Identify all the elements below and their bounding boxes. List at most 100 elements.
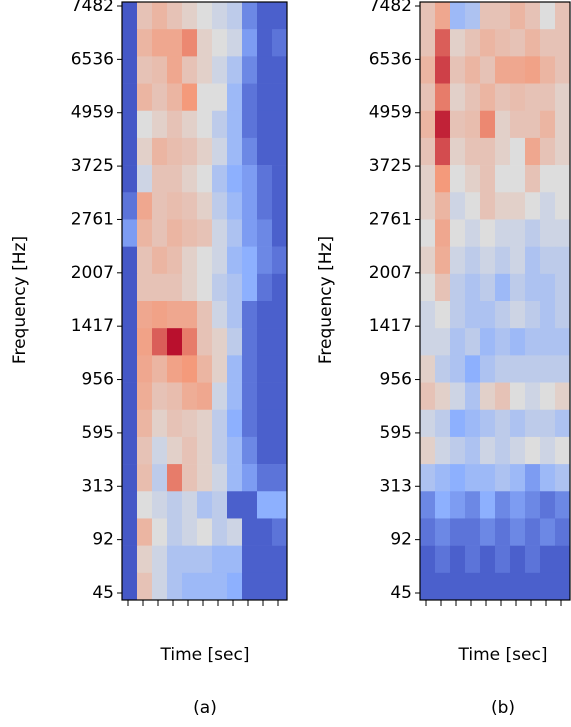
heatmap-cell — [152, 246, 168, 275]
heatmap-cell — [495, 464, 511, 492]
heatmap-cell — [242, 328, 258, 356]
heatmap-cell — [212, 83, 228, 112]
heatmap-cell — [257, 328, 273, 356]
heatmap-cell — [540, 56, 556, 84]
heatmap-cell — [257, 246, 273, 275]
heatmap-cell — [122, 29, 138, 57]
heatmap-cell — [122, 355, 138, 383]
heatmap-cell — [450, 2, 466, 30]
heatmap-cell — [197, 2, 213, 30]
heatmap-cell — [450, 436, 466, 465]
heatmap-cell — [450, 409, 466, 438]
heatmap-cell — [272, 165, 288, 193]
heatmap-cell — [137, 382, 153, 411]
heatmap-cell — [167, 545, 183, 574]
heatmap-cell — [197, 464, 213, 492]
heatmap-cell — [137, 219, 153, 247]
heatmap-cell — [450, 355, 466, 383]
heatmap-cell — [510, 2, 526, 30]
heatmap-cell — [480, 382, 496, 411]
heatmap-cell — [167, 137, 183, 166]
heatmap-cell — [167, 464, 183, 492]
heatmap-cell — [525, 572, 541, 601]
heatmap-cell — [182, 137, 198, 166]
heatmap-cell — [555, 219, 571, 247]
heatmap-cell — [510, 137, 526, 166]
heatmap-cell — [272, 110, 288, 139]
heatmap-cell — [122, 56, 138, 84]
heatmap-cell — [540, 328, 556, 356]
heatmap-cell — [525, 382, 541, 411]
heatmap-cell — [272, 2, 288, 30]
heatmap-cell — [495, 382, 511, 411]
heatmap-cell — [465, 29, 481, 57]
heatmap-cell — [450, 56, 466, 84]
plot-frame — [419, 1, 571, 601]
heatmap-cell — [495, 246, 511, 275]
y-tick-label: 92 — [390, 530, 412, 550]
heatmap-cell — [480, 2, 496, 30]
heatmap-cell — [197, 328, 213, 356]
heatmap-cell — [465, 192, 481, 220]
heatmap-cell — [420, 436, 436, 465]
heatmap-cell — [242, 409, 258, 438]
heatmap-cell — [272, 518, 288, 546]
heatmap-cell — [197, 165, 213, 193]
heatmap-cell — [435, 219, 451, 247]
heatmap-cell — [167, 491, 183, 519]
heatmap-cell — [137, 572, 153, 601]
heatmap-cell — [480, 464, 496, 492]
heatmap-cell — [525, 545, 541, 574]
y-tick-label: 4959 — [71, 103, 114, 123]
heatmap-cell — [525, 328, 541, 356]
heatmap-cell — [450, 545, 466, 574]
heatmap-cell — [167, 273, 183, 302]
heatmap-cell — [450, 572, 466, 601]
heatmap-cell — [257, 545, 273, 574]
heatmap-cell — [540, 464, 556, 492]
heatmap-cell — [555, 273, 571, 302]
heatmap-cell — [272, 83, 288, 112]
heatmap-cell — [435, 545, 451, 574]
heatmap-cell — [137, 545, 153, 574]
heatmap-cell — [540, 491, 556, 519]
heatmap-cell — [510, 246, 526, 275]
heatmap-cell — [257, 436, 273, 465]
heatmap-cell — [152, 464, 168, 492]
heatmap-cell — [420, 246, 436, 275]
heatmap-cell — [555, 355, 571, 383]
heatmap-cell — [152, 192, 168, 220]
heatmap-cell — [420, 545, 436, 574]
heatmap-cell — [197, 491, 213, 519]
heatmap-cell — [495, 56, 511, 84]
heatmap-cell — [182, 436, 198, 465]
heatmap-cell — [435, 29, 451, 57]
heatmap-cell — [272, 355, 288, 383]
heatmap-cell — [167, 192, 183, 220]
heatmap-cell — [510, 355, 526, 383]
heatmap-cell — [182, 409, 198, 438]
heatmap-cell — [272, 246, 288, 275]
heatmap-cell — [122, 382, 138, 411]
heatmap-cell — [435, 83, 451, 112]
heatmap-cell — [152, 273, 168, 302]
heatmap-cell — [152, 2, 168, 30]
heatmap-cell — [272, 464, 288, 492]
heatmap-cell — [435, 301, 451, 329]
y-tick-label: 7482 — [369, 0, 412, 16]
heatmap-cell — [242, 56, 258, 84]
heatmap-cell — [435, 110, 451, 139]
heatmap-cell — [465, 382, 481, 411]
heatmap-cell — [122, 273, 138, 302]
heatmap-cell — [227, 328, 243, 356]
heatmap-cell — [227, 137, 243, 166]
y-tick-label: 2761 — [71, 209, 114, 229]
heatmap-cell — [525, 301, 541, 329]
heatmap-cell — [167, 246, 183, 275]
heatmap-cell — [272, 572, 288, 601]
heatmap-cell — [242, 137, 258, 166]
heatmap-cell — [555, 110, 571, 139]
heatmap-cell — [420, 572, 436, 601]
heatmap-cell — [227, 572, 243, 601]
